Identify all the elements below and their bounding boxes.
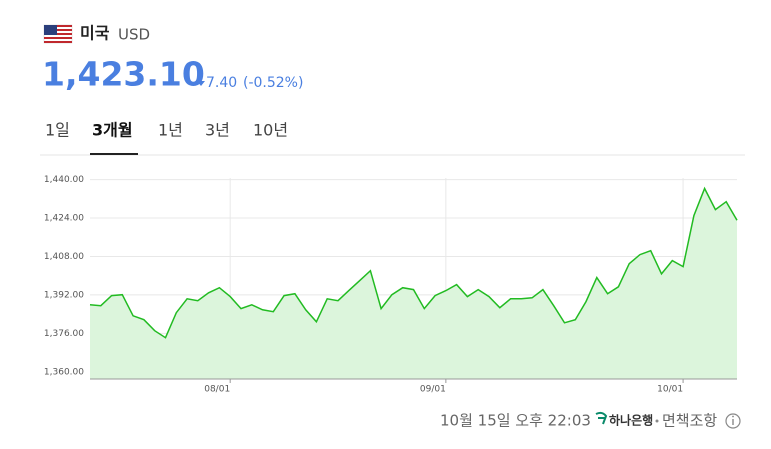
info-icon[interactable]	[725, 413, 741, 429]
chart: 1,360.00 1,376.00 1,392.00 1,408.00 1,424.00…	[44, 175, 738, 395]
separator	[655, 419, 659, 423]
currency: USD	[118, 26, 150, 44]
tab[interactable]: 1일	[45, 121, 70, 140]
y-tick-label: 1,360.00	[44, 367, 84, 377]
y-tick-label: 1,424.00	[44, 214, 84, 224]
country: 미국	[80, 24, 110, 43]
change: 7.40	[206, 75, 237, 91]
bank-logo	[595, 411, 608, 425]
tab[interactable]: 3개월	[92, 121, 133, 140]
y-tick-label: 1,376.00	[44, 329, 84, 339]
y-tick-label: 1,408.00	[44, 252, 84, 262]
disclaimer[interactable]: 면책조항	[662, 412, 717, 430]
tab[interactable]: 1년	[158, 121, 183, 140]
area-fill	[90, 188, 737, 379]
y-tick-label: 1,440.00	[44, 175, 84, 185]
price: 1,423.10	[42, 55, 205, 94]
tabs: 1일 3개월 1년 3년 10년	[45, 121, 288, 140]
tab[interactable]: 3년	[205, 121, 230, 140]
down-arrow	[197, 81, 205, 86]
line	[89, 186, 738, 339]
change-pct: (-0.52%)	[243, 75, 303, 91]
flag-us	[43, 24, 73, 44]
x-tick-label: 10/01	[657, 385, 683, 395]
y-tick-label: 1,392.00	[44, 290, 84, 300]
active-tab-underline	[90, 153, 138, 155]
tab[interactable]: 10년	[253, 121, 288, 140]
x-tick-label: 09/01	[420, 385, 446, 395]
bank-name: 하나은행	[609, 413, 653, 428]
timestamp: 10월 15일 오후 22:03	[440, 412, 591, 430]
x-tick-label: 08/01	[204, 385, 230, 395]
